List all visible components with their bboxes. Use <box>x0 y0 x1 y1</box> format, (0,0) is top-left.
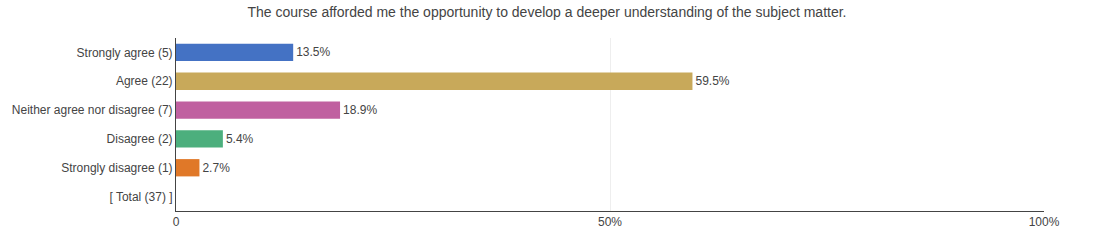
svg-text:5.4%: 5.4% <box>226 132 254 146</box>
svg-text:Disagree (2): Disagree (2) <box>107 132 173 146</box>
svg-text:100%: 100% <box>1029 215 1060 229</box>
svg-text:Agree (22): Agree (22) <box>116 74 173 88</box>
svg-text:[ Total (37) ]: [ Total (37) ] <box>109 190 172 204</box>
svg-text:50%: 50% <box>598 215 622 229</box>
svg-text:The course afforded me the opp: The course afforded me the opportunity t… <box>247 4 846 20</box>
svg-text:13.5%: 13.5% <box>296 45 330 59</box>
svg-text:Strongly disagree (1): Strongly disagree (1) <box>61 161 172 175</box>
svg-text:Neither agree nor disagree (7): Neither agree nor disagree (7) <box>12 103 173 117</box>
svg-text:2.7%: 2.7% <box>202 161 230 175</box>
svg-text:59.5%: 59.5% <box>695 74 729 88</box>
svg-text:Strongly agree (5): Strongly agree (5) <box>77 46 173 60</box>
svg-text:18.9%: 18.9% <box>343 103 377 117</box>
svg-text:0: 0 <box>173 215 180 229</box>
